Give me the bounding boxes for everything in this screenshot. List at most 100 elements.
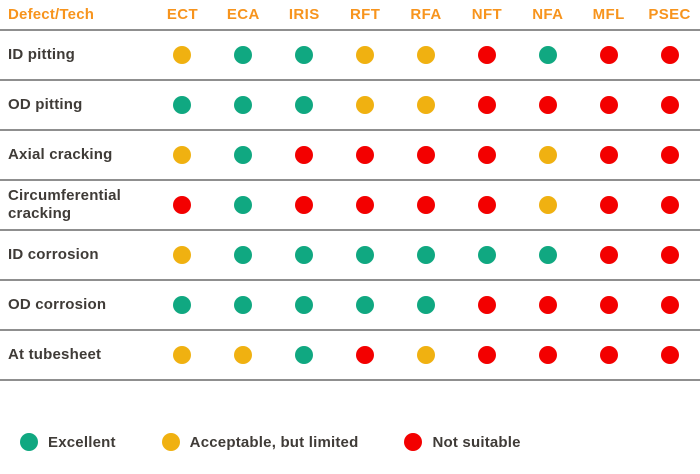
rating-cell	[456, 146, 517, 164]
tech-column-rft: RFT	[349, 6, 381, 23]
rating-dot-excellent	[295, 246, 314, 264]
rating-cell	[517, 246, 578, 264]
rating-cell	[213, 346, 274, 364]
rating-cell	[456, 296, 517, 314]
defect-label: OD corrosion	[8, 296, 107, 314]
rating-dot-not_suitable	[599, 196, 618, 214]
defect-label: ID pitting	[8, 46, 75, 64]
rating-cell	[152, 296, 213, 314]
rating-cell	[396, 246, 457, 264]
tech-column-iris: IRIS	[288, 6, 320, 23]
table-row: OD corrosion	[0, 281, 700, 331]
rating-dot-excellent	[173, 296, 192, 314]
rating-dot-not_suitable	[295, 196, 314, 214]
rating-dot-excellent	[234, 46, 253, 64]
rating-cell	[152, 96, 213, 114]
rating-dot-excellent	[295, 296, 314, 314]
rating-dot-excellent	[538, 246, 557, 264]
legend-label: Not suitable	[432, 433, 521, 451]
rating-cell	[213, 196, 274, 214]
rating-dot-not_suitable	[660, 346, 679, 364]
rating-dot-not_suitable	[599, 296, 618, 314]
legend: Excellent Acceptable, but limited Not suit…	[20, 433, 700, 451]
rating-dot-acceptable	[356, 46, 375, 64]
rating-dot-excellent	[295, 96, 314, 114]
rating-dot-acceptable	[173, 46, 192, 64]
rating-dot-acceptable	[173, 146, 192, 164]
rating-dot-excellent	[356, 246, 375, 264]
rating-cell	[152, 346, 213, 364]
tech-column-psec: PSEC	[648, 6, 691, 23]
legend-label: Acceptable, but limited	[189, 433, 359, 451]
rating-cell	[274, 96, 335, 114]
rating-dot-acceptable	[173, 246, 192, 264]
tech-column-nfa: NFA	[532, 6, 564, 23]
rating-cell	[396, 296, 457, 314]
rating-dot-acceptable	[417, 96, 435, 114]
rating-cell	[335, 346, 396, 364]
table-row: ID corrosion	[0, 231, 700, 281]
rating-cell	[213, 46, 274, 64]
rating-cell	[274, 246, 335, 264]
rating-dot-not_suitable	[599, 46, 618, 64]
rating-cell	[213, 246, 274, 264]
rating-dot-excellent	[356, 296, 375, 314]
rating-dot-not_suitable	[538, 346, 557, 364]
rating-cell	[274, 146, 335, 164]
rating-cell	[152, 46, 213, 64]
rating-dot-excellent	[477, 246, 496, 264]
rating-dot-not_suitable	[660, 196, 679, 214]
rating-cell	[396, 96, 457, 114]
rating-cell	[274, 296, 335, 314]
defect-label: ID corrosion	[8, 246, 99, 264]
rating-dot-not_suitable	[417, 146, 435, 164]
rating-dot-not_suitable	[173, 196, 192, 214]
rating-dot-excellent	[173, 96, 192, 114]
rating-cell	[578, 46, 639, 64]
defect-label: OD pitting	[8, 96, 83, 114]
rating-cell	[396, 146, 457, 164]
rating-dot-acceptable	[417, 46, 435, 64]
rating-dot-not_suitable	[295, 146, 314, 164]
rating-cell	[213, 146, 274, 164]
rating-dot-acceptable	[417, 346, 435, 364]
tech-column-ect: ECT	[166, 6, 199, 23]
rating-dot-excellent	[417, 246, 435, 264]
rating-cell	[639, 96, 700, 114]
legend-item-excellent: Excellent	[20, 433, 116, 451]
table-row: At tubesheet	[0, 331, 700, 381]
rating-dot-acceptable	[234, 346, 253, 364]
rating-cell	[213, 96, 274, 114]
rating-dot-not_suitable	[538, 296, 557, 314]
corner-header: Defect/Tech	[8, 5, 95, 23]
rating-cell	[335, 146, 396, 164]
rating-cell	[578, 196, 639, 214]
rating-dot-not_suitable	[660, 146, 679, 164]
rating-cell	[396, 196, 457, 214]
rating-cell	[578, 146, 639, 164]
rating-dot-not_suitable	[660, 296, 679, 314]
rating-dot-not_suitable	[538, 96, 557, 114]
table-body: ID pitting OD pitting Axial cracking Circum…	[0, 31, 700, 381]
rating-dot-not_suitable	[599, 146, 618, 164]
rating-dot-not_suitable	[660, 46, 679, 64]
rating-dot-excellent	[295, 46, 314, 64]
rating-cell	[639, 246, 700, 264]
table-header-row: Defect/Tech ECT ECA IRIS RFT RFA NFT NFA MFL PSE…	[0, 0, 700, 31]
rating-cell	[396, 46, 457, 64]
rating-dot-excellent	[234, 146, 253, 164]
rating-dot-acceptable	[538, 146, 557, 164]
rating-cell	[335, 46, 396, 64]
rating-dot-excellent	[538, 46, 557, 64]
legend-dot-acceptable	[161, 433, 180, 451]
rating-cell	[274, 196, 335, 214]
rating-dot-not_suitable	[477, 46, 496, 64]
legend-label: Excellent	[48, 433, 116, 451]
rating-cell	[517, 346, 578, 364]
rating-cell	[335, 96, 396, 114]
rating-dot-not_suitable	[356, 196, 375, 214]
rating-cell	[517, 196, 578, 214]
rating-cell	[335, 196, 396, 214]
rating-cell	[152, 246, 213, 264]
